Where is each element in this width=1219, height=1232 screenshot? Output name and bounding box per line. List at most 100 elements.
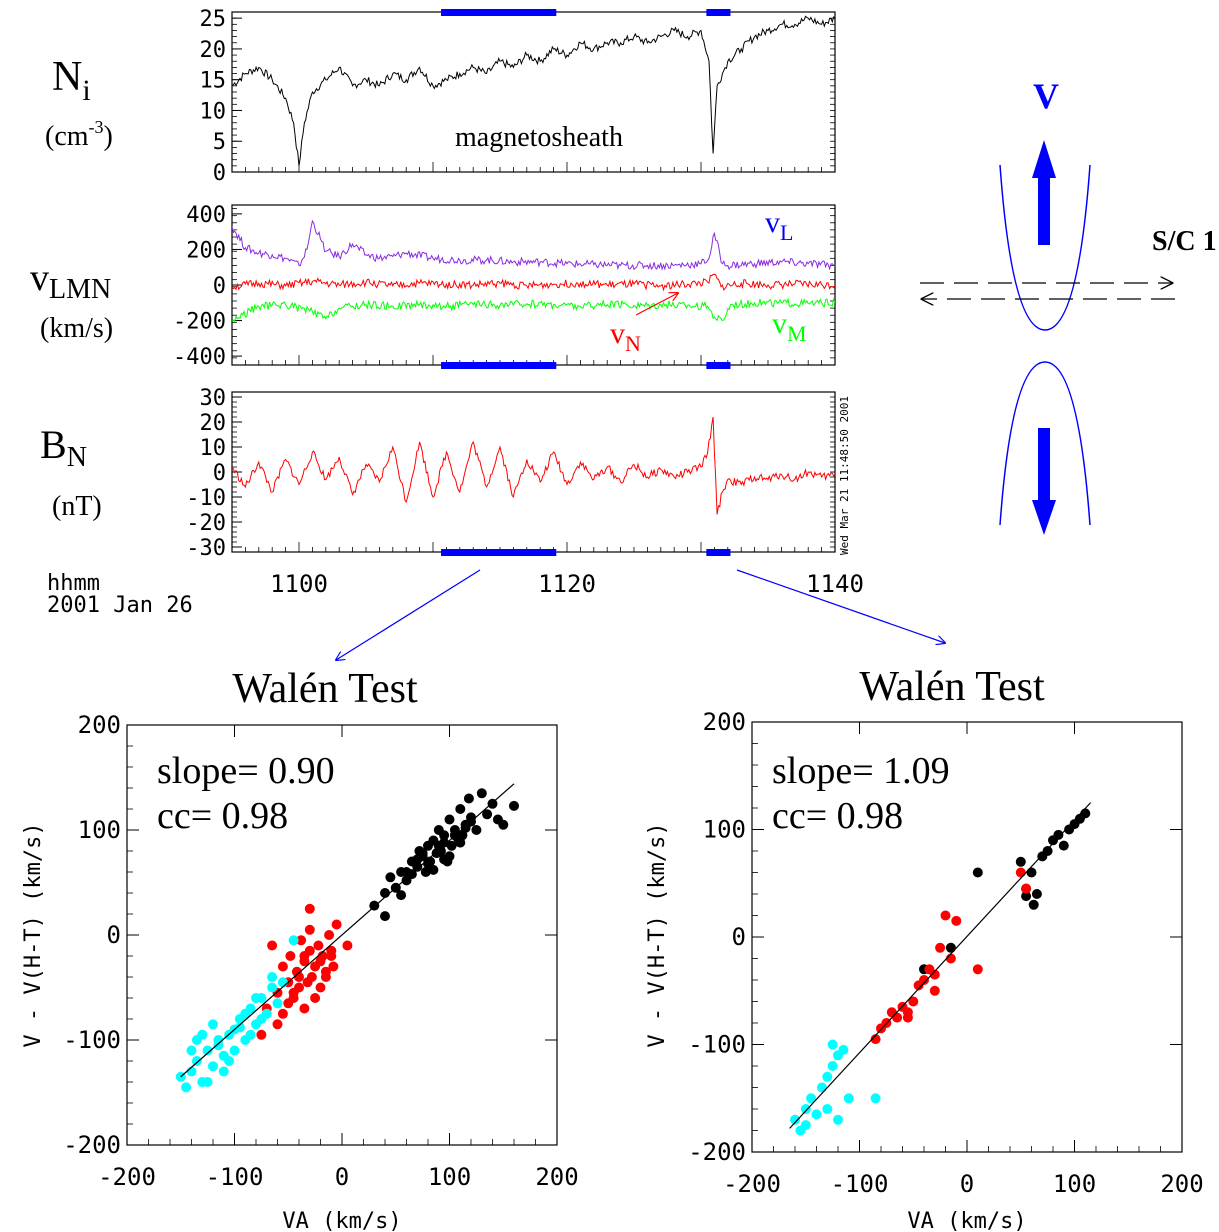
y-tick-label: -30: [186, 536, 226, 561]
scatter-point-red: [304, 924, 315, 935]
x-tick-label: -100: [206, 1163, 264, 1191]
walen-right-ticks: -200 -100 0 100 200 200 100 0 -100 -200: [688, 708, 1203, 1198]
scatter-point-cyan: [833, 1114, 843, 1125]
ni-highlight-bars: [441, 9, 731, 16]
vL-series-line: [232, 219, 835, 271]
walen-left-ticks: -200 -100 0 100 200 200 100 0 -100 -200: [63, 711, 578, 1191]
walen-right-points: [790, 808, 1091, 1136]
x-tick-label: 0: [335, 1163, 349, 1191]
scatter-point-black: [1031, 889, 1042, 899]
scatter-point-black: [1080, 808, 1091, 819]
scatter-point-red: [940, 910, 951, 921]
y-tick-label: 0: [213, 461, 226, 486]
scatter-point-red: [331, 919, 342, 930]
y-tick-label: 0: [213, 274, 226, 299]
scatter-point-red: [285, 951, 296, 961]
y-tick-label: 200: [186, 238, 226, 263]
scatter-point-red: [326, 951, 337, 961]
scatter-point-cyan: [800, 1120, 811, 1131]
scatter-point-black: [1026, 867, 1037, 878]
scatter-point-cyan: [843, 1093, 854, 1104]
lower-field-line: [999, 361, 1091, 526]
y-tick-label: -100: [688, 1031, 746, 1059]
scatter-point-red: [296, 935, 307, 946]
scatter-point-red: [299, 1003, 310, 1014]
walen-left-points: [175, 788, 519, 1093]
ni-label-main: N: [52, 54, 82, 100]
scatter-point-black: [945, 942, 956, 953]
y-tick-label: 200: [703, 708, 746, 736]
bn-highlight-bars: [441, 549, 731, 556]
down-arrow-shaft: [1038, 428, 1050, 503]
scatter-point-red: [320, 972, 331, 982]
scatter-point-red: [870, 1034, 881, 1045]
vlmn-frame: [231, 204, 836, 366]
scatter-point-red: [277, 1008, 288, 1019]
scatter-point-red: [945, 953, 956, 964]
hhmm-label: hhmm: [47, 571, 100, 596]
scatter-point-cyan: [213, 1040, 224, 1051]
scatter-point-cyan: [267, 982, 278, 993]
walen-left-slope: slope= 0.90: [157, 750, 335, 792]
scatter-point-cyan: [838, 1044, 849, 1055]
walen-right-ylabel: V - V(H-T) (km/s): [645, 822, 670, 1047]
y-tick-label: 20: [200, 38, 227, 63]
ni-panel: 25 20 15 10 5 0 magnetosheath Ni (cm-3): [45, 7, 836, 186]
walen-right-slope: slope= 1.09: [772, 750, 950, 792]
scatter-point-cyan: [267, 972, 278, 982]
ni-series-line: [232, 15, 835, 166]
scatter-point-cyan: [272, 998, 283, 1009]
scatter-point-black: [380, 911, 390, 922]
scatter-point-red: [919, 975, 929, 985]
scatter-point-cyan: [202, 1077, 213, 1087]
scatter-point-cyan: [191, 1056, 202, 1066]
scatter-point-cyan: [811, 1109, 822, 1120]
walen-right-cc: cc= 0.98: [772, 795, 903, 837]
scatter-point-red: [256, 1029, 267, 1040]
y-tick-label: 100: [78, 816, 121, 844]
vM-series-line: [232, 297, 835, 322]
y-tick-label: -10: [186, 486, 226, 511]
scatter-point-red: [306, 972, 317, 982]
y-tick-label: 400: [186, 203, 226, 228]
scatter-point-black: [463, 793, 474, 804]
scatter-point-cyan: [288, 935, 299, 946]
scatter-point-cyan: [827, 1061, 838, 1071]
vN-legend: vN: [610, 317, 641, 356]
vN-pointer-arrow: [635, 293, 678, 316]
scatter-point-red: [929, 985, 940, 996]
vlmn-unit: (km/s): [40, 313, 113, 344]
scatter-point-red: [1015, 867, 1026, 878]
y-tick-label: 100: [703, 816, 746, 844]
scatter-point-black: [471, 825, 482, 835]
connector-arrow-right: [736, 569, 945, 643]
scatter-point-black: [385, 872, 396, 883]
scatter-point-cyan: [800, 1104, 811, 1114]
scatter-point-red: [328, 961, 339, 972]
scatter-point-red: [283, 998, 294, 1009]
scatter-point-black: [1021, 891, 1032, 902]
walen-right-fit-line: [789, 802, 1092, 1129]
y-tick-label: 0: [107, 921, 121, 949]
scatter-point-black: [439, 830, 450, 841]
scatter-point-black: [455, 837, 466, 848]
time-tick-label: 1120: [538, 570, 596, 598]
walen-left-xlabel: VA (km/s): [282, 1209, 401, 1232]
scatter-point-cyan: [245, 1029, 256, 1040]
x-tick-label: -200: [98, 1163, 156, 1191]
walen-left-title: Walén Test: [232, 666, 418, 712]
scatter-point-cyan: [240, 1008, 251, 1019]
x-tick-label: -100: [831, 1170, 889, 1198]
ni-ylabel: Ni: [52, 54, 91, 107]
vlmn-highlight-bars: [441, 362, 731, 369]
scatter-point-red: [972, 964, 983, 975]
y-tick-label: -200: [63, 1131, 121, 1159]
walen-left: Walén Test -200 -100 0 100 2002001000-100-20…: [21, 666, 579, 1232]
x-tick-label: 100: [1053, 1170, 1096, 1198]
walen-right-xlabel: VA (km/s): [907, 1209, 1026, 1232]
scatter-point-red: [313, 940, 324, 951]
vlmn-panel: 400 200 0 -200 -400 vL vN vM vLMN (km/s): [30, 203, 836, 370]
